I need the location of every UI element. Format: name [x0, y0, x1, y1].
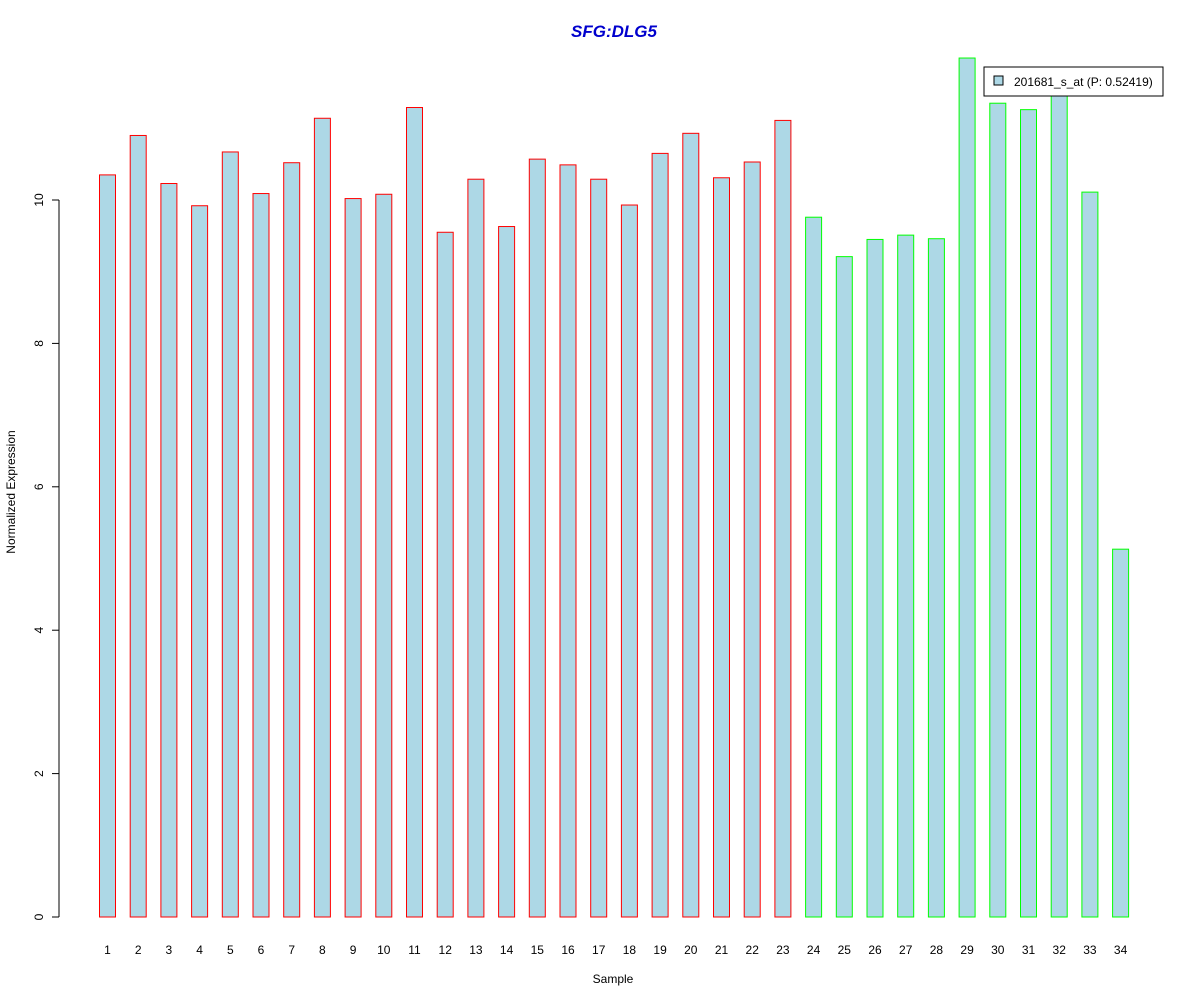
x-tick-label: 3 [166, 943, 173, 957]
x-tick-label: 20 [684, 943, 698, 957]
bar [774, 119, 792, 918]
x-tick-label: 7 [288, 943, 295, 957]
x-tick-label: 12 [439, 943, 453, 957]
bar [590, 178, 608, 918]
x-tick-label: 26 [868, 943, 882, 957]
bar [99, 174, 116, 918]
x-tick-label: 21 [715, 943, 729, 957]
bar [1112, 548, 1130, 918]
bar [375, 193, 393, 918]
bar [897, 234, 915, 918]
bar [221, 151, 239, 918]
bar [160, 183, 178, 918]
y-tick-label: 8 [32, 340, 46, 347]
x-tick-label: 10 [377, 943, 391, 957]
x-tick-label: 2 [135, 943, 142, 957]
bar [406, 107, 423, 918]
x-tick-label: 34 [1114, 943, 1128, 957]
x-tick-label: 5 [227, 943, 234, 957]
x-tick-label: 14 [500, 943, 514, 957]
bar [713, 177, 730, 918]
x-tick-label: 15 [531, 943, 545, 957]
bar [958, 57, 976, 918]
x-tick-label: 29 [960, 943, 974, 957]
bar [436, 231, 454, 918]
x-tick-label: 6 [258, 943, 265, 957]
x-tick-label: 27 [899, 943, 913, 957]
y-tick-label: 0 [32, 913, 46, 920]
x-axis-title: Sample [593, 972, 634, 986]
bar [528, 158, 546, 918]
x-tick-label: 28 [930, 943, 944, 957]
bar [1020, 109, 1037, 918]
bar [743, 161, 761, 918]
x-tick-label: 8 [319, 943, 326, 957]
x-tick-label: 18 [623, 943, 637, 957]
x-tick-label: 24 [807, 943, 821, 957]
y-tick-label: 2 [32, 770, 46, 777]
bar [989, 102, 1007, 918]
bar [191, 205, 209, 918]
y-axis-title: Normalized Expression [4, 430, 18, 553]
legend-swatch [993, 75, 1004, 86]
legend-series-label: 201681_s_at (P: 0.52419) [1014, 75, 1153, 89]
legend-box [983, 66, 1164, 97]
x-tick-label: 13 [469, 943, 483, 957]
x-tick-label: 17 [592, 943, 606, 957]
x-tick-label: 1 [104, 943, 111, 957]
bar [805, 216, 823, 918]
bar [283, 162, 301, 918]
x-tick-label: 19 [653, 943, 667, 957]
bars-group [99, 57, 1130, 918]
x-tick-label: 25 [838, 943, 852, 957]
bar [498, 226, 516, 918]
legend: 201681_s_at (P: 0.52419) [983, 66, 1164, 97]
chart-title: SFG:DLG5 [571, 22, 657, 41]
bar [252, 193, 270, 918]
y-tick-label: 10 [32, 193, 46, 207]
y-axis: 0 2 4 6 8 10 [32, 193, 60, 920]
bar [927, 238, 945, 918]
bar [1050, 88, 1068, 918]
x-tick-label: 31 [1022, 943, 1036, 957]
bar [313, 117, 331, 918]
bar [835, 256, 853, 918]
x-tick-label: 11 [408, 943, 421, 957]
bar [344, 198, 362, 918]
x-tick-label: 33 [1083, 943, 1097, 957]
bar [559, 164, 577, 918]
x-tick-label: 4 [196, 943, 203, 957]
x-tick-labels: 1 2 3 4 5 6 7 8 9 10 11 12 13 14 15 16 17 18 19 20 21 22 23 24 2… [104, 943, 1127, 957]
bar [866, 238, 884, 918]
bar [620, 204, 638, 918]
x-tick-label: 22 [746, 943, 760, 957]
x-tick-label: 16 [561, 943, 575, 957]
bar [682, 132, 700, 918]
bar [467, 178, 485, 918]
bar [129, 134, 147, 918]
y-tick-label: 4 [32, 627, 46, 634]
x-tick-label: 32 [1053, 943, 1067, 957]
bar [651, 152, 669, 918]
x-tick-label: 30 [991, 943, 1005, 957]
y-tick-label: 6 [32, 483, 46, 490]
x-tick-label: 9 [350, 943, 357, 957]
bar [1081, 191, 1099, 918]
x-tick-label: 23 [776, 943, 790, 957]
